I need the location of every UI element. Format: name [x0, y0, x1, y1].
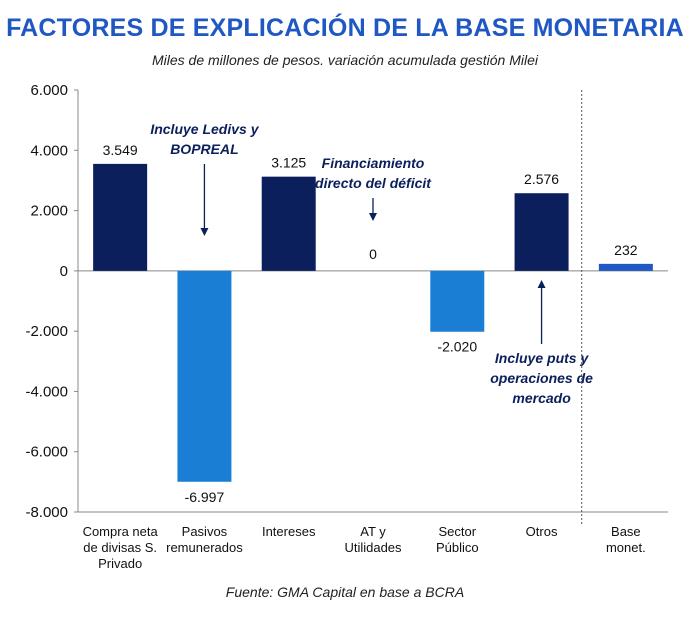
category-label: monet.	[606, 540, 646, 555]
annotation-text: operaciones de	[490, 370, 593, 386]
bar	[93, 163, 148, 271]
data-label: -2.020	[437, 339, 477, 355]
annotation-text: Incluye puts y	[495, 350, 590, 366]
data-label: -6.997	[185, 489, 225, 505]
annotation-arrowhead	[200, 228, 209, 236]
annotation-text: Incluye Ledivs y	[150, 121, 259, 137]
y-tick-label: -6.000	[25, 444, 68, 461]
bar	[261, 176, 316, 271]
bar	[430, 270, 485, 332]
annotation-arrowhead	[537, 280, 546, 288]
chart-subtitle: Miles de millones de pesos. variación ac…	[152, 52, 538, 68]
category-label: Pasivos	[182, 524, 228, 539]
data-label: 2.576	[524, 171, 559, 187]
chart-title: FACTORES DE EXPLICACIÓN DE LA BASE MONET…	[6, 14, 684, 42]
category-label: AT y	[360, 524, 386, 539]
category-label: Intereses	[262, 524, 316, 539]
category-label: Base	[611, 524, 641, 539]
data-label: 3.125	[271, 155, 306, 171]
category-label: Público	[436, 540, 479, 555]
chart-source: Fuente: GMA Capital en base a BCRA	[225, 584, 465, 600]
y-tick-label: -4.000	[25, 383, 68, 400]
category-label: Privado	[98, 556, 142, 571]
category-label: de divisas S.	[83, 540, 157, 555]
annotation-arrowhead	[369, 213, 377, 221]
annotation-text: BOPREAL	[170, 141, 238, 157]
y-tick-label: 2.000	[30, 203, 68, 220]
annotation-text: Financiamiento	[322, 155, 425, 171]
category-label: Sector	[438, 524, 476, 539]
data-label: 232	[614, 242, 638, 258]
data-label: 0	[369, 246, 377, 262]
y-tick-label: 4.000	[30, 142, 68, 159]
y-tick-label: 0	[60, 263, 68, 280]
data-label: 3.549	[103, 142, 138, 158]
annotation-text: mercado	[512, 390, 571, 406]
bar	[598, 263, 653, 271]
bar	[514, 193, 569, 271]
category-label: Otros	[526, 524, 558, 539]
y-tick-label: -8.000	[25, 504, 68, 521]
category-label: Compra neta	[83, 524, 159, 539]
category-label: remunerados	[166, 540, 243, 555]
y-tick-label: 6.000	[30, 82, 68, 99]
annotation-text: directo del déficit	[315, 175, 432, 191]
category-label: Utilidades	[344, 540, 402, 555]
y-tick-label: -2.000	[25, 323, 68, 340]
bar	[177, 270, 232, 482]
